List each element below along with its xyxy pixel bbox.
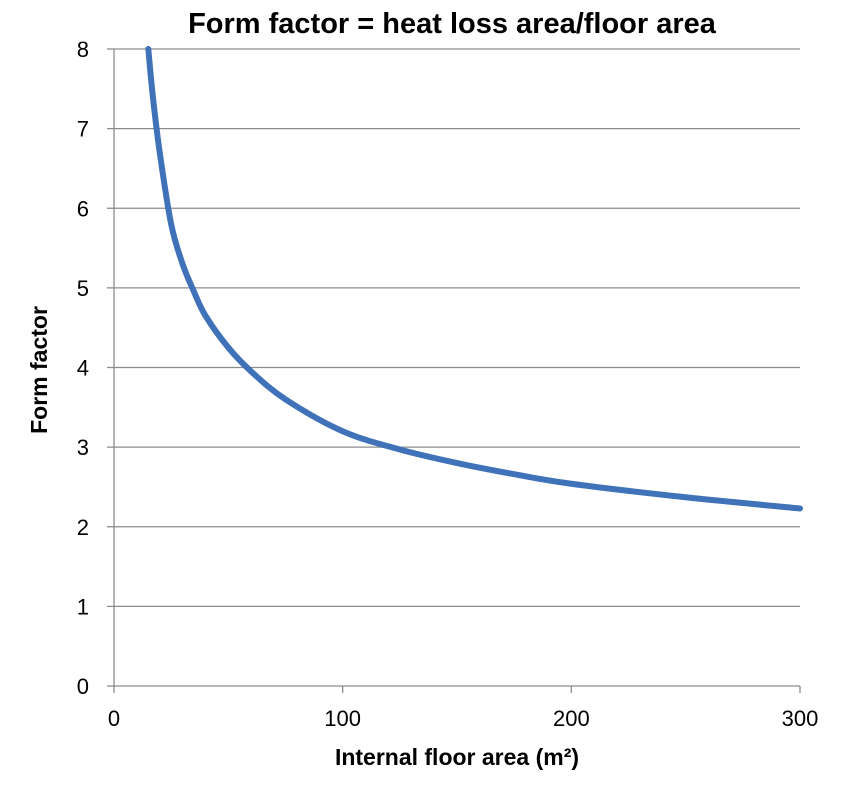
x-axis-ticks: 0 100 200 300: [108, 686, 818, 731]
y-tick-label-7: 7: [77, 117, 89, 142]
y-axis-label: Form factor: [26, 306, 52, 434]
x-axis-label: Internal floor area (m²): [335, 744, 579, 770]
y-tick-label-8: 8: [77, 37, 89, 62]
y-tick-label-6: 6: [77, 196, 89, 221]
gridlines: [114, 48, 800, 608]
y-tick-label-5: 5: [77, 276, 89, 301]
series-layer: [145, 46, 803, 512]
y-tick-label-4: 4: [77, 356, 89, 381]
x-tick-label-100: 100: [324, 706, 361, 731]
x-tick-label-200: 200: [553, 706, 590, 731]
x-tick-label-300: 300: [782, 706, 819, 731]
x-tick-label-0: 0: [108, 706, 120, 731]
series-line-0: [145, 46, 803, 512]
chart-title: Form factor = heat loss area/floor area: [188, 8, 717, 40]
y-tick-label-2: 2: [77, 515, 89, 540]
y-tick-label-0: 0: [77, 674, 89, 699]
y-tick-label-3: 3: [77, 435, 89, 460]
y-axis-ticks: 0 1 2 3 4 5 6 7 8: [77, 37, 114, 699]
y-tick-label-1: 1: [77, 594, 89, 619]
